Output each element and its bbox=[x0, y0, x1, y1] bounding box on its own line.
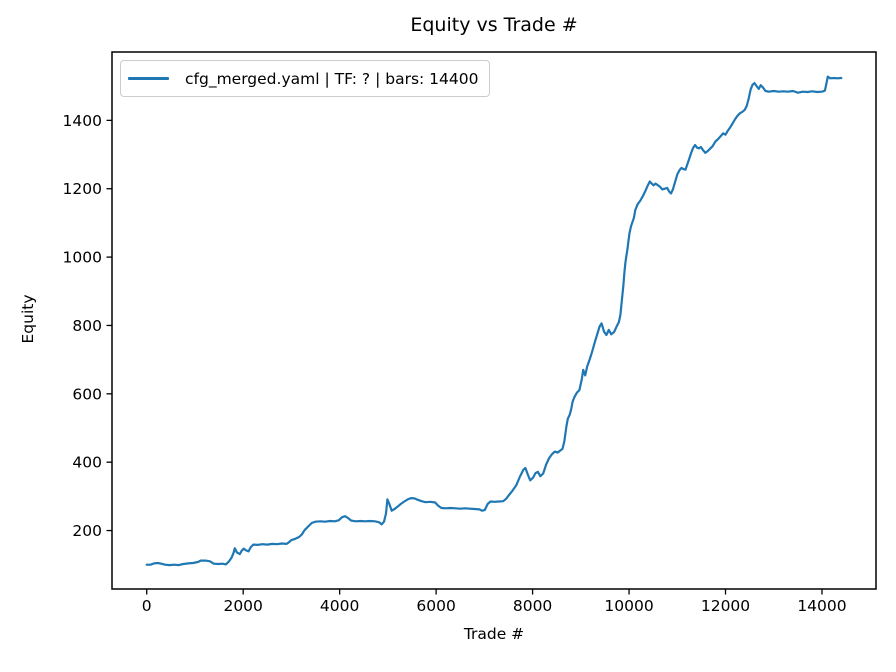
legend-box: cfg_merged.yaml | TF: ? | bars: 14400 bbox=[120, 60, 491, 97]
x-tick-label: 14000 bbox=[797, 597, 846, 615]
x-tick-label: 4000 bbox=[320, 597, 359, 615]
x-tick-label: 12000 bbox=[701, 597, 750, 615]
y-axis-label: Equity bbox=[19, 294, 37, 344]
x-tick-label: 0 bbox=[142, 597, 152, 615]
y-tick-label: 1200 bbox=[63, 180, 102, 198]
x-axis-label: Trade # bbox=[463, 625, 525, 643]
x-tick-label: 6000 bbox=[416, 597, 455, 615]
legend-line-sample bbox=[128, 77, 169, 80]
y-tick-label: 1400 bbox=[63, 112, 102, 130]
x-tick-label: 8000 bbox=[513, 597, 552, 615]
axes-spines bbox=[111, 51, 877, 590]
y-tick-label: 800 bbox=[72, 317, 102, 335]
x-tick-label: 2000 bbox=[223, 597, 262, 615]
chart-title: Equity vs Trade # bbox=[410, 14, 578, 36]
legend-entry-label: cfg_merged.yaml | TF: ? | bars: 14400 bbox=[185, 69, 479, 88]
y-tick-label: 1000 bbox=[63, 249, 102, 267]
y-tick-label: 200 bbox=[72, 522, 102, 540]
y-tick-label: 600 bbox=[72, 385, 102, 403]
equity-curve bbox=[145, 75, 843, 567]
x-tick-label: 10000 bbox=[604, 597, 653, 615]
y-tick-label: 400 bbox=[72, 454, 102, 472]
